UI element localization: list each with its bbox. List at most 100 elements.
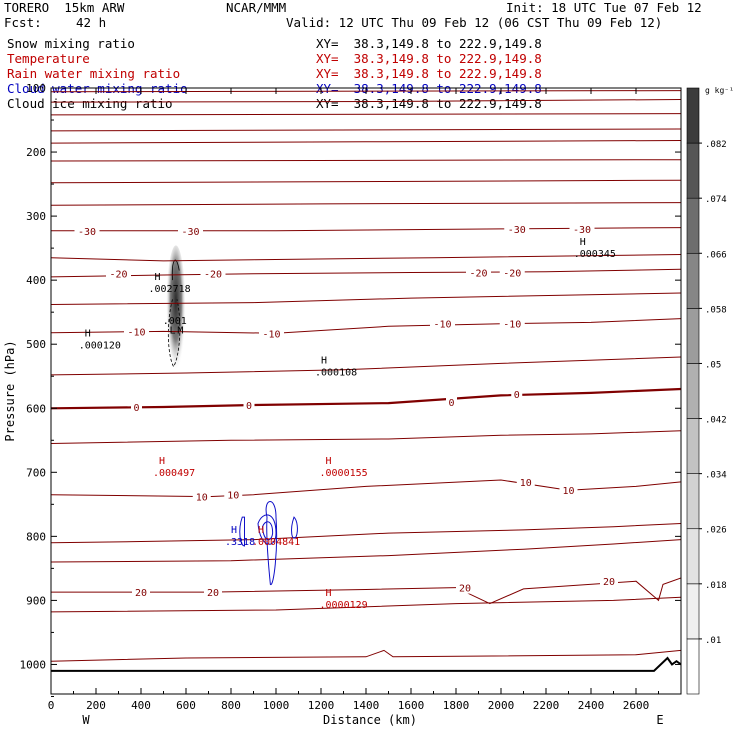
colorbar-segment [686,197,700,254]
isotherm-label-bg [569,222,595,235]
colorbar-label: .042 [705,416,727,426]
field-rain-xy: XY= 38.3,149.8 to 222.9,149.8 [316,66,542,81]
isotherm-label: 20 [207,588,219,599]
y-tick-label: 300 [26,210,46,223]
extremum-value: .000497 [153,468,195,479]
x-tick-label: 1800 [443,699,470,712]
extremum-value: .0004841 [252,537,300,548]
isotherm-line [51,140,681,144]
isotherm-label: -10 [433,320,451,331]
isotherm-label-bg [516,475,535,488]
isotherm-line [51,99,681,103]
colorbar-segment [686,528,700,585]
y-tick-label: 100 [26,82,46,95]
isotherm-line [51,596,681,613]
isotherm-label: -30 [78,227,96,238]
x-tick-label: 600 [176,699,196,712]
y-tick-label: 200 [26,146,46,159]
extremum-value: .0000155 [320,468,368,479]
forecast-hour: 42 h [76,15,107,30]
isotherm-label-bg [511,388,523,401]
isotherm-line [51,577,681,605]
valid-time: Valid: 12 UTC Thu 09 Feb 12 (06 CST Thu … [286,15,663,30]
field-temperature-xy: XY= 38.3,149.8 to 222.9,149.8 [316,51,542,66]
isotherm-label: 10 [562,486,574,497]
isotherm-label-bg [178,224,203,237]
isotherm-label: 10 [227,491,239,502]
snow-inner-label: M [177,325,183,336]
isotherm-label: -10 [127,327,145,338]
isotherm-line [51,268,681,278]
east-endpoint: E [656,713,663,727]
isotherm-line [51,523,681,544]
extremum-marker: H [231,525,237,536]
y-axis-label: Pressure (hPa) [3,340,17,441]
isotherm-label-bg [259,327,284,340]
snow-inner-label: L [169,325,175,336]
colorbar-segment [686,418,700,474]
isotherm-label-bg [504,222,530,235]
isotherm-label-bg [131,400,142,413]
isotherm-label-bg [243,399,255,412]
isotherm-line [51,292,681,305]
x-tick-label: 800 [221,699,241,712]
isotherm-line [51,387,681,410]
colorbar-label: .082 [705,140,727,150]
isotherm-line [51,539,681,563]
extremum-value: .000120 [79,341,121,352]
extremum-marker: H [321,355,327,366]
init-time: Init: 18 UTC Tue 07 Feb 12 [506,0,702,15]
isotherm-label-bg [200,267,226,280]
colorbar-segment [686,473,700,530]
x-tick-label: 1600 [398,699,425,712]
isotherm-line [51,202,681,206]
isotherm-label: -30 [181,227,199,238]
y-tick-label: 800 [26,530,46,543]
colorbar-segment [686,252,700,309]
x-tick-label: 1200 [308,699,335,712]
x-tick-label: 400 [131,699,151,712]
isotherm-line [51,356,681,376]
extremum-marker: H [580,237,586,248]
isotherm-label: -30 [508,225,526,236]
colorbar-segment [686,638,700,695]
isotherm-label: 0 [246,401,252,412]
extremum-marker: H [85,329,91,340]
x-tick-label: 2400 [578,699,605,712]
x-tick-label: 200 [86,699,106,712]
x-tick-label: 2000 [488,699,515,712]
isotherm-label-bg [106,267,131,280]
cloud-water-contour [291,516,298,539]
isotherm-line [51,649,681,662]
y-tick-label: 700 [26,466,46,479]
extremum-marker: H [258,525,264,536]
isotherm-line [51,479,681,498]
model-title: TORERO 15km ARW [4,0,125,15]
colorbar-label: .074 [705,195,727,205]
isotherm-label: 20 [603,577,615,588]
field-snow-name: Snow mixing ratio [7,36,135,51]
isotherm-label: 10 [520,478,532,489]
center-title: NCAR/MMM [226,0,287,15]
isotherm-label: -20 [503,268,521,279]
isotherm-label-bg [224,488,243,501]
colorbar-label: .034 [705,471,727,481]
isotherm-line [51,318,681,334]
isotherm-line [51,430,681,444]
extremum-marker: H [326,588,332,599]
isotherm-line [51,113,681,116]
isotherm-line [51,128,681,132]
isotherm-label: -10 [503,320,521,331]
cloud-water-contour [265,501,278,585]
field-temperature-name: Temperature [7,51,90,66]
terrain-line [51,656,681,672]
x-tick-label: 1400 [353,699,380,712]
field-cloud-ice-xy: XY= 38.3,149.8 to 222.9,149.8 [316,96,542,111]
isotherm-label-bg [600,575,618,588]
colorbar-segment [686,363,700,419]
snow-contour [167,299,181,368]
extremum-value: .000108 [315,367,357,378]
isotherm-line [51,254,681,262]
isotherm-label: -20 [204,270,222,281]
